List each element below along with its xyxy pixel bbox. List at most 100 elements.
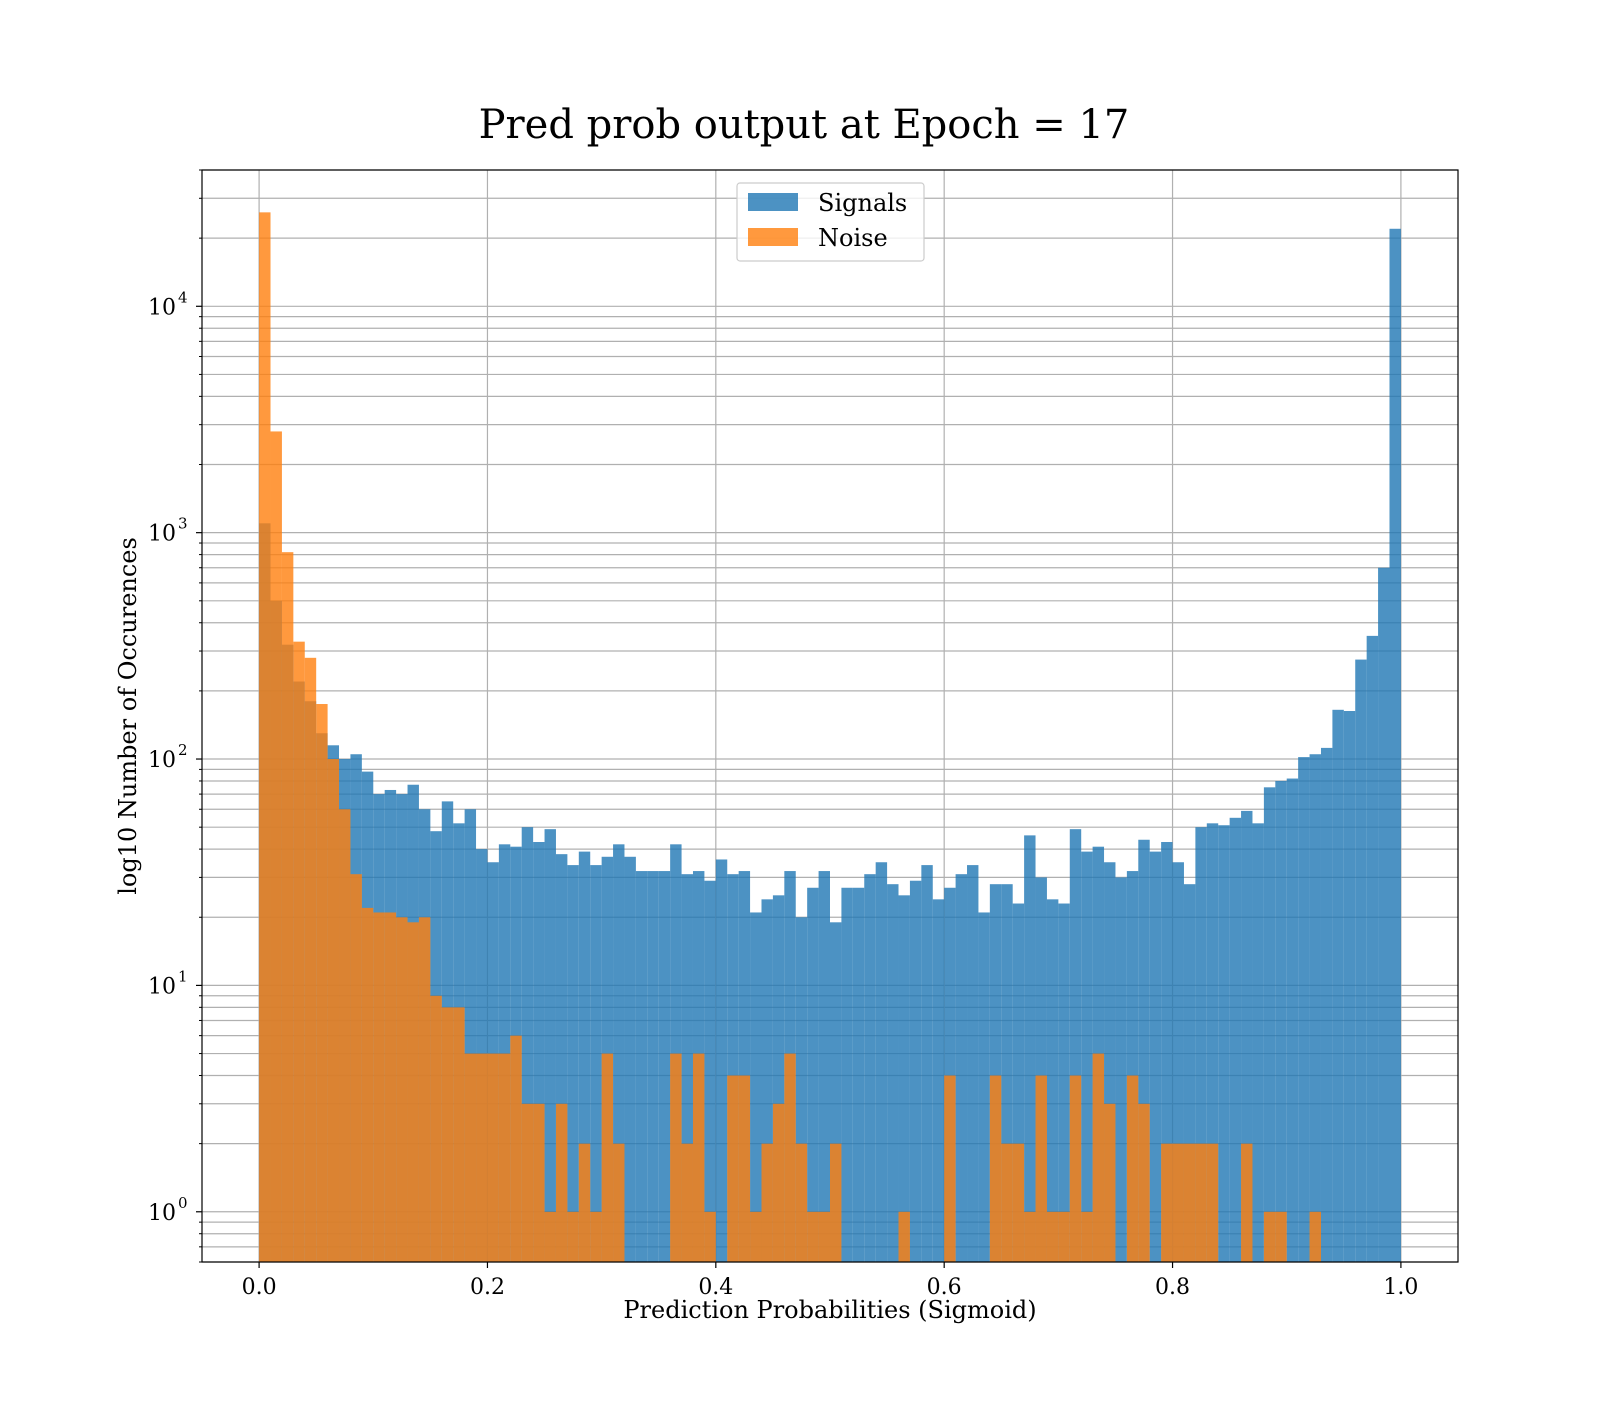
bar-noise: [681, 1143, 693, 1262]
bar-noise: [1024, 1211, 1036, 1262]
x-axis-ticks: 0.0 0.2 0.4 0.6 0.8 1.0: [242, 1262, 1418, 1300]
y-tick-exponent: 2: [178, 741, 188, 759]
bar-noise: [281, 552, 294, 1262]
bar-signals: [1001, 884, 1013, 1262]
bar-signals: [635, 871, 648, 1262]
bar-signals: [658, 871, 671, 1262]
bar-noise: [1183, 1143, 1196, 1262]
bar-noise: [1172, 1143, 1184, 1262]
bar-noise: [1001, 1143, 1013, 1262]
bar-noise: [396, 917, 408, 1262]
bar-signals: [1172, 862, 1184, 1262]
bar-noise: [989, 1075, 1002, 1262]
bar-noise: [407, 922, 419, 1262]
bar-signals: [1138, 839, 1150, 1262]
bar-noise: [1275, 1211, 1287, 1262]
bar-noise: [487, 1053, 499, 1262]
bar-signals: [498, 844, 511, 1262]
bar-signals: [1081, 851, 1093, 1262]
bar-signals: [1332, 709, 1344, 1262]
bar-noise: [590, 1211, 602, 1262]
bar-signals: [978, 912, 990, 1262]
bar-noise: [384, 912, 397, 1262]
y-tick-exponent: 1: [178, 967, 188, 985]
bar-signals: [909, 880, 922, 1262]
legend-swatch-noise: [748, 228, 798, 246]
bar-signals: [624, 856, 636, 1262]
bar-signals: [1058, 903, 1070, 1262]
bar-signals: [1389, 228, 1401, 1262]
bar-signals: [1298, 757, 1310, 1262]
bar-noise: [510, 1035, 522, 1262]
y-tick-label: 10: [148, 522, 176, 547]
bar-noise: [453, 1007, 465, 1262]
bar-noise: [761, 1143, 773, 1262]
x-axis-label: Prediction Probabilities (Sigmoid): [623, 1296, 1036, 1324]
bar-signals: [1206, 823, 1219, 1262]
bar-signals: [567, 865, 579, 1262]
bar-noise: [361, 907, 374, 1262]
bar-signals: [1241, 810, 1253, 1262]
bar-signals: [1104, 862, 1116, 1262]
bar-signals: [875, 862, 888, 1262]
bar-signals: [921, 865, 933, 1262]
bar-noise: [750, 1211, 762, 1262]
bar-noise: [327, 759, 340, 1262]
bar-noise: [521, 1103, 534, 1262]
histogram-bars: [259, 212, 1401, 1262]
bar-signals: [830, 922, 842, 1262]
bar-signals: [1229, 817, 1242, 1262]
bar-signals: [1069, 829, 1082, 1262]
bar-noise: [1081, 1211, 1093, 1262]
bar-signals: [647, 871, 659, 1262]
bar-signals: [1378, 567, 1390, 1262]
bar-noise: [795, 1143, 808, 1262]
bar-noise: [555, 1103, 568, 1262]
bar-signals: [464, 809, 477, 1262]
legend: Signals Noise: [736, 182, 925, 262]
bar-signals: [1320, 747, 1333, 1262]
bar-signals: [1024, 835, 1036, 1262]
bar-signals: [1218, 825, 1230, 1262]
bar-signals: [967, 865, 979, 1262]
x-tick-label: 0.2: [470, 1275, 505, 1300]
bar-noise: [601, 1053, 614, 1262]
y-tick-exponent: 0: [178, 1194, 188, 1212]
bar-noise: [259, 212, 271, 1262]
bar-noise: [807, 1211, 819, 1262]
bar-signals: [715, 859, 728, 1262]
bar-noise: [818, 1211, 830, 1262]
bar-signals: [1046, 899, 1059, 1262]
bar-signals: [1355, 659, 1367, 1262]
bar-signals: [1126, 871, 1139, 1262]
x-tick-label: 0.0: [242, 1275, 277, 1300]
bar-noise: [704, 1211, 716, 1262]
bar-noise: [772, 1103, 785, 1262]
bar-signals: [1263, 787, 1276, 1262]
bar-signals: [761, 899, 773, 1262]
bar-noise: [898, 1211, 910, 1262]
legend-label-noise: Noise: [818, 224, 888, 252]
bar-signals: [521, 827, 534, 1262]
bar-noise: [692, 1053, 705, 1262]
bar-noise: [1241, 1143, 1253, 1262]
y-tick-label: 10: [148, 1201, 176, 1226]
bar-noise: [944, 1075, 956, 1262]
bar-signals: [1195, 827, 1207, 1262]
bar-noise: [727, 1075, 739, 1262]
bar-noise: [670, 1053, 682, 1262]
bar-signals: [1275, 780, 1287, 1262]
bar-signals: [1343, 711, 1356, 1262]
bar-noise: [567, 1211, 579, 1262]
x-tick-label: 1.0: [1383, 1275, 1418, 1300]
bar-noise: [418, 917, 431, 1262]
bar-noise: [464, 1053, 477, 1262]
bar-noise: [1206, 1143, 1219, 1262]
bar-noise: [613, 1143, 625, 1262]
bar-noise: [373, 912, 385, 1262]
legend-swatch-signals: [748, 193, 798, 211]
bar-signals: [681, 874, 693, 1262]
bar-signals: [932, 899, 945, 1262]
